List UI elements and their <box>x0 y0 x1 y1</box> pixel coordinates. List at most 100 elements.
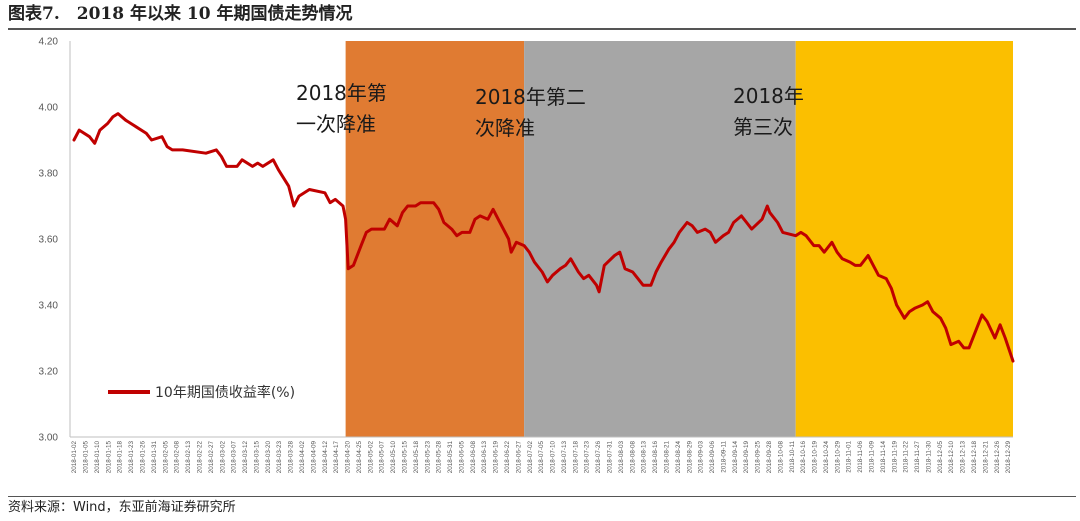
legend-label: 10年期国债收益率(%) <box>155 384 295 401</box>
title-divider <box>8 28 1076 30</box>
x-tick-label: 2018-07-02 <box>527 441 534 474</box>
x-tick-label: 2018-11-09 <box>869 441 876 473</box>
x-tick-label: 2018-06-13 <box>481 441 488 474</box>
x-tick-label: 2018-01-02 <box>71 441 78 474</box>
x-tick-label: 2018-01-15 <box>105 441 112 474</box>
x-tick-label: 2018-09-03 <box>698 441 705 474</box>
x-tick-label: 2018-06-22 <box>504 441 511 474</box>
x-tick-label: 2018-03-02 <box>219 441 226 474</box>
x-tick-label: 2018-01-26 <box>140 441 147 474</box>
legend: 10年期国债收益率(%) <box>108 384 295 401</box>
x-tick-label: 2018-02-08 <box>174 441 181 474</box>
series-line-1 <box>72 112 1015 363</box>
x-tick-label: 2018-11-14 <box>880 441 887 473</box>
x-axis: 2018-01-02 2018-01-05 2018-01-10 2018-01-15… <box>70 436 1013 474</box>
x-tick-label: 2018-12-10 <box>948 441 955 474</box>
x-tick-label: 2018-02-22 <box>196 441 203 474</box>
x-tick-label: 2018-01-05 <box>83 441 90 474</box>
x-tick-label: 2018-07-26 <box>595 441 602 474</box>
y-tick-label: 4.20 <box>39 37 59 48</box>
series-layer <box>72 112 1015 363</box>
x-tick-label: 2018-04-09 <box>310 441 317 474</box>
x-tick-label: 2018-05-07 <box>379 441 386 474</box>
x-tick-label: 2018-08-29 <box>686 441 693 474</box>
x-tick-label: 2018-03-07 <box>231 441 238 474</box>
x-tick-label: 2018-10-24 <box>823 441 830 474</box>
x-tick-label: 2018-07-13 <box>561 441 568 474</box>
source-divider <box>8 496 1076 497</box>
shaded-region-2 <box>524 41 796 437</box>
x-tick-label: 2018-10-16 <box>800 441 807 474</box>
x-tick-label: 2018-07-05 <box>538 441 545 474</box>
annotation-3-line-1: 2018年 <box>733 84 804 108</box>
x-tick-label: 2018-06-19 <box>493 441 500 474</box>
x-tick-label: 2018-02-05 <box>162 441 169 474</box>
x-tick-label: 2018-04-12 <box>322 441 329 474</box>
x-tick-label: 2018-03-23 <box>276 441 283 474</box>
x-tick-label: 2018-06-27 <box>515 441 522 474</box>
x-tick-label: 2018-09-06 <box>709 441 716 474</box>
x-tick-label: 2018-02-13 <box>185 441 192 474</box>
shaded-region-3 <box>795 41 1013 437</box>
x-tick-label: 2018-03-12 <box>242 441 249 474</box>
x-tick-label: 2018-05-23 <box>424 441 431 474</box>
y-tick-label: 4.00 <box>39 103 59 114</box>
shaded-region-1 <box>345 41 525 437</box>
x-tick-label: 2018-10-08 <box>777 441 784 474</box>
x-tick-label: 2018-08-21 <box>663 441 670 474</box>
x-tick-label: 2018-04-20 <box>345 441 352 474</box>
x-tick-label: 2018-05-02 <box>367 441 374 474</box>
x-tick-label: 2018-04-02 <box>299 441 306 474</box>
annotation-2-line-1: 2018年第二 <box>475 85 586 109</box>
x-tick-label: 2018-03-20 <box>265 441 272 474</box>
x-tick-label: 2018-12-29 <box>1005 441 1012 474</box>
y-tick-label: 3.60 <box>39 235 59 246</box>
figure-title: 图表7. 2018 年以来 10 年期国债走势情况 <box>8 4 353 24</box>
y-axis: 4.20 4.00 3.80 3.60 3.40 3.20 3.00 <box>39 37 71 444</box>
y-tick-label: 3.20 <box>39 367 59 378</box>
x-tick-label: 2018-04-17 <box>333 441 340 474</box>
x-tick-label: 2018-05-31 <box>447 441 454 474</box>
x-tick-label: 2018-11-06 <box>857 441 864 473</box>
x-tick-label: 2018-01-18 <box>117 441 124 474</box>
x-tick-label: 2018-09-11 <box>720 441 727 473</box>
y-tick-label: 3.40 <box>39 301 59 312</box>
x-tick-label: 2018-10-11 <box>789 441 796 473</box>
x-tick-label: 2018-12-05 <box>937 441 944 474</box>
x-tick-label: 2018-02-27 <box>208 441 215 474</box>
x-tick-label: 2018-01-10 <box>94 441 101 474</box>
x-tick-label: 2018-08-13 <box>641 441 648 474</box>
x-tick-label: 2018-01-23 <box>128 441 135 474</box>
x-tick-label: 2018-09-25 <box>755 441 762 474</box>
x-tick-label: 2018-01-31 <box>151 441 158 474</box>
x-tick-label: 2018-03-15 <box>253 441 260 474</box>
annotation-2-line-2: 次降准 <box>475 116 535 140</box>
x-tick-label: 2018-07-10 <box>550 441 557 474</box>
policy-bands <box>345 41 1013 437</box>
x-tick-label: 2018-07-23 <box>584 441 591 474</box>
x-tick-label: 2018-07-31 <box>607 441 614 474</box>
x-tick-label: 2018-03-28 <box>288 441 295 474</box>
x-tick-label: 2018-06-08 <box>470 441 477 474</box>
x-tick-label: 2018-11-01 <box>846 441 853 473</box>
y-tick-label: 3.00 <box>39 433 59 444</box>
x-tick-label: 2018-05-18 <box>413 441 420 474</box>
x-tick-label: 2018-11-22 <box>903 441 910 473</box>
source-note: 资料来源：Wind，东亚前海证券研究所 <box>8 500 236 515</box>
x-tick-label: 2018-06-05 <box>458 441 465 474</box>
x-tick-label: 2018-05-28 <box>436 441 443 474</box>
x-tick-label: 2018-11-19 <box>891 441 898 473</box>
x-tick-label: 2018-08-03 <box>618 441 625 474</box>
annotation-3-line-2: 第三次 <box>733 115 793 139</box>
x-tick-label: 2018-09-28 <box>766 441 773 474</box>
x-tick-label: 2018-10-29 <box>834 441 841 474</box>
x-tick-label: 2018-07-18 <box>572 441 579 474</box>
x-tick-label: 2018-09-19 <box>743 441 750 474</box>
x-tick-label: 2018-05-15 <box>402 441 409 474</box>
y-tick-label: 3.80 <box>39 169 59 180</box>
x-tick-label: 2018-12-18 <box>971 441 978 474</box>
x-tick-label: 2018-08-16 <box>652 441 659 474</box>
annotation-1-line-1: 2018年第 <box>296 81 387 105</box>
x-tick-label: 2018-08-24 <box>675 441 682 474</box>
